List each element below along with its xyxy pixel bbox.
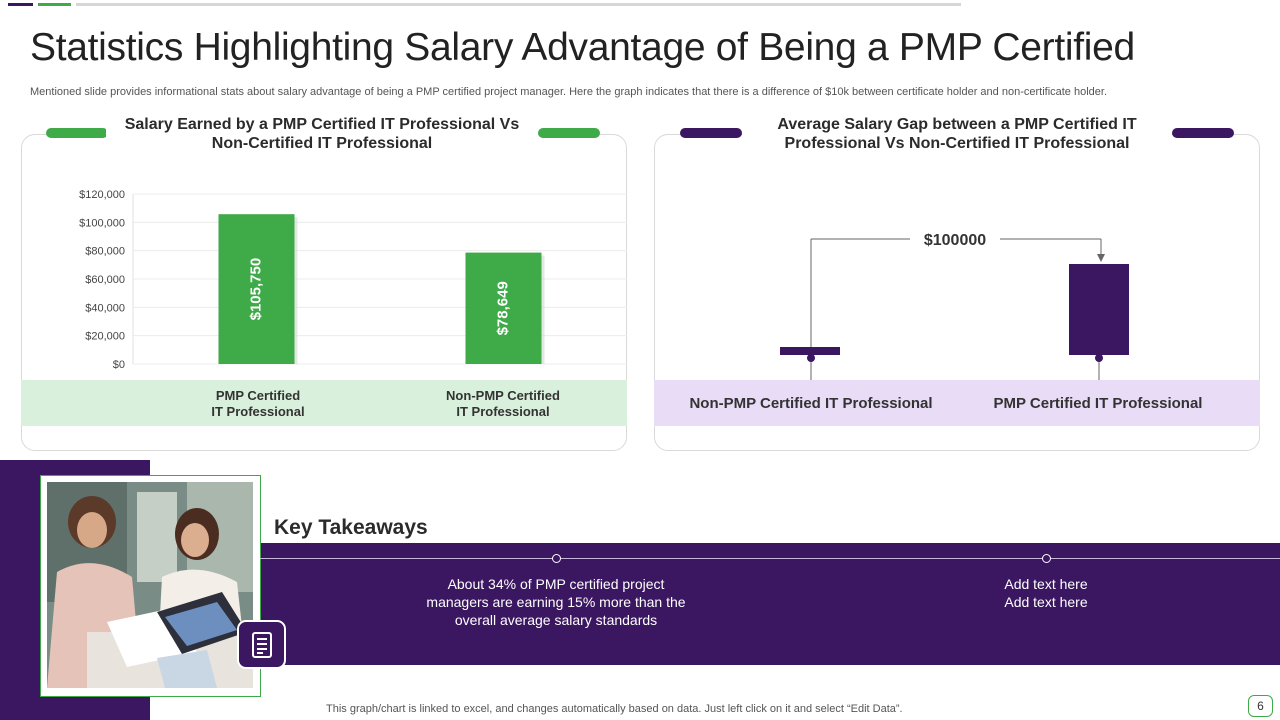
top-accent-gray [76, 3, 961, 6]
chart2-category-label-2: PMP Certified IT Professional [993, 395, 1203, 412]
chart1-cat1-line1: PMP Certified [215, 388, 301, 403]
timeline-dot-1 [552, 554, 561, 563]
purple-pill-left [680, 128, 742, 138]
chart1-category-label-1: PMP Certified IT Professional [178, 388, 338, 420]
gap-dot-pmp [1095, 354, 1103, 362]
gap-bar-non-pmp [780, 347, 840, 355]
gap-bar-pmp [1069, 264, 1129, 355]
document-icon [237, 620, 286, 669]
y-tick-label: $120,000 [79, 189, 125, 201]
chart2-title-line1: Average Salary Gap between a PMP Certifi… [777, 116, 1137, 133]
green-pill-left [46, 128, 108, 138]
gap-dot-non-pmp [807, 354, 815, 362]
chart1-category-label-2: Non-PMP Certified IT Professional [423, 388, 583, 420]
takeaway-1-line1: About 34% of PMP certified project [447, 576, 665, 592]
purple-pill-right [1172, 128, 1234, 138]
y-tick-label: $40,000 [85, 302, 125, 314]
takeaways-timeline [260, 558, 1280, 559]
takeaways-band [260, 543, 1280, 665]
footer-note: This graph/chart is linked to excel, and… [326, 703, 903, 715]
bar-data-label: $78,649 [494, 281, 511, 335]
y-tick-label: $80,000 [85, 246, 125, 258]
key-takeaways-heading: Key Takeaways [274, 516, 428, 539]
chart1-cat2-line2: IT Professional [456, 404, 550, 419]
page-number: 6 [1248, 695, 1273, 717]
chart1-title: Salary Earned by a PMP Certified IT Prof… [106, 115, 538, 153]
top-accent-purple [8, 3, 33, 6]
takeaway-item-2[interactable]: Add text here Add text here [926, 575, 1166, 611]
takeaway-1-line2: managers are earning 15% more than the [426, 594, 686, 610]
takeaway-1-line3: overall average salary standards [454, 612, 658, 628]
salary-bar-chart[interactable]: $0 $20,000 $40,000 $60,000 $80,000 $100,000 $1… [21, 180, 627, 380]
chart1-cat2-line1: Non-PMP Certified [446, 388, 560, 403]
takeaway-2-line1: Add text here [1004, 576, 1088, 592]
y-tick-label: $0 [113, 359, 125, 371]
y-tick-label: $20,000 [85, 331, 125, 343]
takeaway-2-line2: Add text here [1004, 594, 1088, 610]
chart1-category-band [21, 380, 627, 426]
bar [465, 252, 542, 364]
salary-gap-chart[interactable]: $100000 [654, 180, 1260, 380]
chart2-category-label-1: Non-PMP Certified IT Professional [689, 395, 933, 412]
gap-label: $100000 [924, 232, 986, 249]
page-title: Statistics Highlighting Salary Advantage… [30, 26, 1135, 69]
chart2-title-line2: Professional Vs Non-Certified IT Profess… [784, 135, 1130, 152]
timeline-dot-2 [1042, 554, 1051, 563]
chart2-title: Average Salary Gap between a PMP Certifi… [742, 115, 1172, 153]
top-accent-green [38, 3, 71, 6]
y-tick-label: $60,000 [85, 274, 125, 286]
chart1-title-line1: Salary Earned by a PMP Certified IT Prof… [124, 116, 520, 133]
office-photo [47, 482, 253, 688]
green-pill-right [538, 128, 600, 138]
chart1-cat1-line2: IT Professional [211, 404, 305, 419]
takeaway-item-1[interactable]: About 34% of PMP certified project manag… [396, 575, 716, 629]
chart2-category-band [654, 380, 1260, 426]
chart1-title-line2: Non-Certified IT Professional [211, 135, 433, 152]
y-tick-label: $100,000 [79, 217, 125, 229]
bar [218, 214, 295, 364]
bar-data-label: $105,750 [247, 258, 264, 321]
page-subtitle: Mentioned slide provides informational s… [30, 86, 1108, 98]
